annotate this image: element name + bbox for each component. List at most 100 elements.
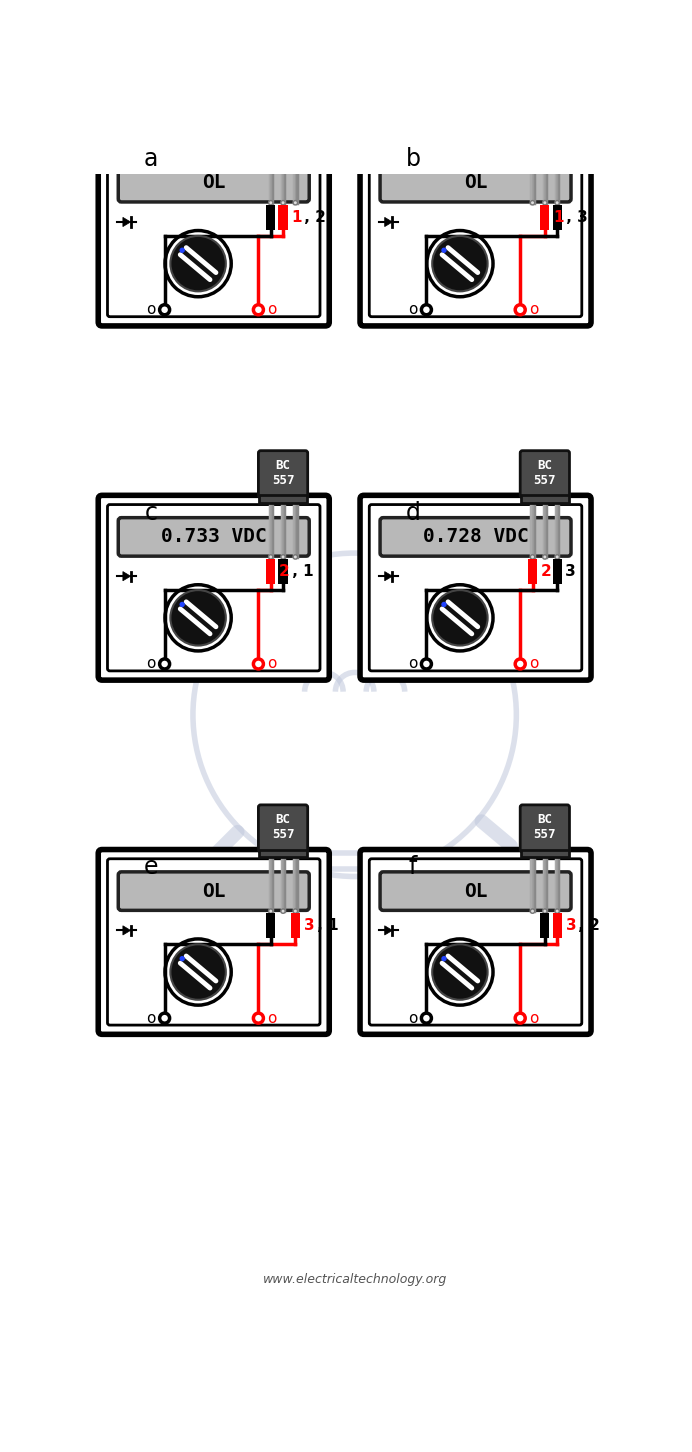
Bar — [552, 913, 562, 938]
Polygon shape — [123, 218, 131, 227]
Bar — [521, 849, 569, 857]
Circle shape — [165, 585, 231, 650]
Text: e: e — [144, 855, 158, 880]
Bar — [260, 849, 307, 857]
Circle shape — [432, 235, 488, 292]
FancyBboxPatch shape — [98, 495, 329, 680]
FancyBboxPatch shape — [360, 141, 591, 325]
Text: o: o — [529, 1011, 539, 1025]
FancyBboxPatch shape — [520, 804, 570, 852]
Text: , 2: , 2 — [574, 918, 600, 934]
Text: 0.733 VDC: 0.733 VDC — [161, 527, 266, 546]
Text: o: o — [529, 302, 539, 317]
Text: OL: OL — [202, 173, 226, 192]
Polygon shape — [385, 572, 392, 581]
Circle shape — [441, 248, 446, 253]
Circle shape — [281, 909, 285, 913]
Circle shape — [160, 305, 170, 315]
FancyBboxPatch shape — [380, 164, 571, 202]
Text: OL: OL — [464, 881, 487, 900]
Text: 1: 1 — [291, 211, 302, 225]
FancyBboxPatch shape — [107, 858, 320, 1025]
Circle shape — [530, 909, 535, 913]
Text: OL: OL — [202, 881, 226, 900]
FancyBboxPatch shape — [258, 804, 308, 852]
Text: o: o — [146, 1011, 156, 1025]
Text: OL: OL — [464, 173, 487, 192]
Circle shape — [516, 1013, 525, 1024]
Bar — [540, 205, 549, 229]
Circle shape — [427, 585, 493, 650]
Text: BC
557: BC 557 — [272, 459, 294, 486]
Text: BC
557: BC 557 — [272, 105, 294, 132]
Text: o: o — [529, 656, 539, 671]
Text: b: b — [406, 147, 421, 171]
Circle shape — [170, 590, 226, 646]
Text: a: a — [144, 147, 158, 171]
Circle shape — [530, 200, 535, 205]
Polygon shape — [123, 926, 131, 935]
Circle shape — [268, 200, 273, 205]
Text: 1: 1 — [554, 211, 564, 225]
Circle shape — [441, 601, 446, 607]
Text: o: o — [408, 302, 417, 317]
Bar — [521, 495, 569, 502]
Text: d: d — [406, 501, 421, 526]
FancyBboxPatch shape — [370, 151, 582, 317]
Text: BC
557: BC 557 — [272, 813, 294, 841]
Circle shape — [293, 555, 298, 559]
FancyBboxPatch shape — [118, 164, 309, 202]
Circle shape — [555, 909, 559, 913]
Text: o: o — [268, 1011, 277, 1025]
Circle shape — [293, 200, 298, 205]
Text: www.electricaltechnology.org: www.electricaltechnology.org — [262, 1273, 447, 1286]
Text: o: o — [268, 302, 277, 317]
Bar — [528, 559, 537, 584]
FancyBboxPatch shape — [258, 450, 308, 498]
Circle shape — [543, 909, 547, 913]
FancyBboxPatch shape — [98, 141, 329, 325]
Circle shape — [165, 231, 231, 296]
FancyBboxPatch shape — [370, 858, 582, 1025]
Text: , 3: , 3 — [549, 563, 576, 579]
Text: f: f — [409, 855, 417, 880]
FancyBboxPatch shape — [370, 504, 582, 671]
Circle shape — [253, 659, 264, 669]
Circle shape — [432, 590, 488, 646]
Circle shape — [421, 305, 431, 315]
Bar — [260, 495, 307, 502]
Circle shape — [421, 659, 431, 669]
Bar — [521, 141, 569, 148]
Circle shape — [179, 955, 185, 961]
Circle shape — [427, 231, 493, 296]
Text: o: o — [268, 656, 277, 671]
Text: 3: 3 — [304, 918, 314, 934]
Circle shape — [427, 939, 493, 1005]
Circle shape — [293, 909, 298, 913]
Bar — [266, 913, 275, 938]
Bar — [260, 141, 307, 148]
Circle shape — [165, 939, 231, 1005]
Text: o: o — [146, 302, 156, 317]
Text: o: o — [146, 656, 156, 671]
Polygon shape — [123, 572, 131, 581]
Circle shape — [160, 659, 170, 669]
Bar — [266, 559, 275, 584]
Text: BC
557: BC 557 — [534, 105, 556, 132]
Circle shape — [170, 944, 226, 1000]
FancyBboxPatch shape — [520, 96, 570, 144]
Text: BC
557: BC 557 — [534, 813, 556, 841]
FancyBboxPatch shape — [380, 518, 571, 556]
FancyBboxPatch shape — [107, 504, 320, 671]
FancyBboxPatch shape — [118, 871, 309, 910]
Text: 0.728 VDC: 0.728 VDC — [423, 527, 529, 546]
Circle shape — [268, 909, 273, 913]
Text: 2: 2 — [279, 563, 290, 579]
Circle shape — [516, 659, 525, 669]
FancyBboxPatch shape — [107, 151, 320, 317]
FancyBboxPatch shape — [118, 518, 309, 556]
Bar — [278, 205, 288, 229]
Circle shape — [170, 235, 226, 292]
Circle shape — [160, 1013, 170, 1024]
Circle shape — [281, 200, 285, 205]
